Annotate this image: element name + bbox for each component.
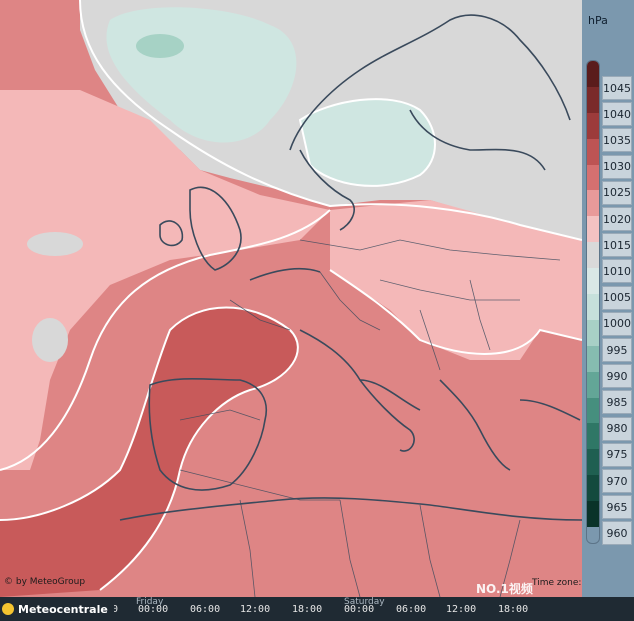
- legend-level-label: 1025: [602, 180, 632, 205]
- low-zone-scandinavia: [300, 99, 435, 186]
- light-zone-east: [330, 200, 582, 360]
- legend-level-label: 1005: [602, 285, 632, 310]
- legend-level-label: 1040: [602, 102, 632, 127]
- legend-color-segment: [587, 371, 599, 398]
- legend-color-segment: [587, 164, 599, 191]
- timezone-label: Time zone: Etc/UTC: [532, 578, 620, 588]
- timeline-hour[interactable]: 00:00: [138, 604, 169, 615]
- timeline-hour[interactable]: 06:00: [396, 604, 427, 615]
- legend-color-segment: [587, 449, 599, 476]
- timeline-hour[interactable]: 00:00: [344, 604, 375, 615]
- legend-color-segment: [587, 242, 599, 269]
- legend-level-label: 1000: [602, 311, 632, 336]
- country-borders: [179, 239, 561, 597]
- legend-color-bar: [586, 60, 600, 544]
- legend-level-label: 975: [602, 442, 632, 467]
- legend-color-segment: [587, 294, 599, 320]
- legend-color-segment: [587, 319, 599, 346]
- legend-color-segment: [587, 268, 599, 295]
- neutral-patch-atlantic-2: [32, 318, 68, 362]
- pressure-legend: hPa 1045 1040 1035 1030 1025 1020 1015 1010 1005…: [582, 0, 634, 597]
- legend-level-label: 1045: [602, 76, 632, 100]
- legend-level-label: 1010: [602, 259, 632, 284]
- legend-color-segment: [587, 397, 599, 424]
- timeline-day-saturday: Saturday: [344, 597, 385, 607]
- legend-level-label: 970: [602, 469, 632, 493]
- legend-color-segment: [587, 423, 599, 450]
- map-svg: [0, 0, 582, 597]
- legend-color-segment: [587, 475, 599, 502]
- pressure-map: [0, 0, 582, 597]
- logo-icon: [2, 603, 14, 615]
- timeline-hour[interactable]: 12:00: [240, 604, 271, 615]
- legend-color-segment: [587, 345, 599, 372]
- legend-level-label: 1015: [602, 233, 632, 258]
- legend-level-label: 1030: [602, 154, 632, 179]
- light-zone-west: [0, 90, 330, 470]
- timeline-hour[interactable]: 18:00: [498, 604, 529, 615]
- legend-level-label: 980: [602, 416, 632, 441]
- meteocentrale-logo: Meteocentrale: [2, 597, 114, 621]
- legend-color-segment: [587, 86, 599, 113]
- legend-level-label: 1035: [602, 128, 632, 153]
- legend-level-label: 985: [602, 390, 632, 415]
- legend-color-segment: [587, 112, 599, 139]
- neutral-patch-atlantic: [27, 232, 83, 256]
- legend-color-segment: [587, 190, 599, 217]
- brand-name: Meteocentrale: [18, 602, 108, 616]
- legend-level-label: 990: [602, 364, 632, 389]
- legend-level-label: 965: [602, 495, 632, 520]
- legend-level-label: 1020: [602, 207, 632, 231]
- timeline-hour[interactable]: 06:00: [190, 604, 221, 615]
- watermark: NO.1视频: [476, 582, 533, 596]
- legend-color-segment: [587, 501, 599, 528]
- legend-level-label: 995: [602, 338, 632, 362]
- legend-unit: hPa: [588, 14, 608, 27]
- timeline-hour[interactable]: 12:00: [446, 604, 477, 615]
- legend-color-segment: [587, 61, 599, 87]
- timeline-hour[interactable]: 18:00: [292, 604, 323, 615]
- map-credit: © by MeteoGroup: [4, 577, 86, 587]
- coastlines: [119, 14, 582, 521]
- low-core-north: [136, 34, 184, 58]
- timeline-day-friday: Friday: [136, 597, 164, 607]
- legend-level-label: 960: [602, 521, 632, 546]
- legend-color-segment: [587, 138, 599, 165]
- legend-color-segment: [587, 216, 599, 243]
